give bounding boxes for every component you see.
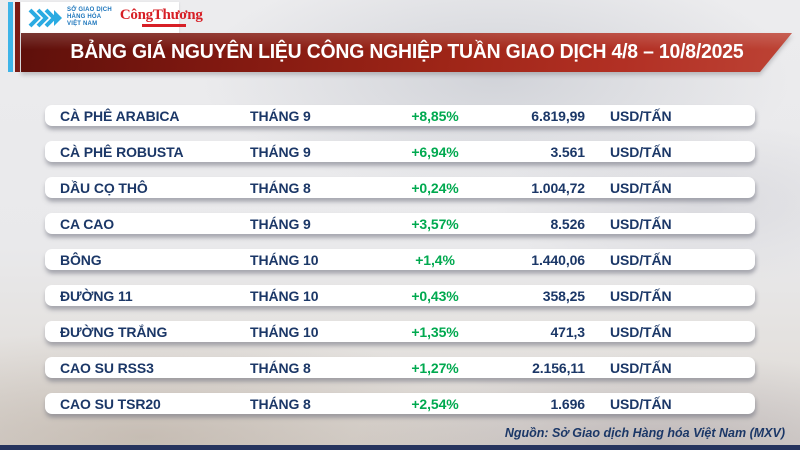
left-maroon-stripe [15,2,20,72]
brand-logo-box: SỞ GIAO DỊCH HÀNG HÓA VIỆT NAM CôngThươn… [21,2,203,33]
contract-month-cell: THÁNG 10 [250,287,319,304]
table-row: CA CAO THÁNG 9 +3,57% 8.526 USD/TẤN [45,213,755,234]
commodity-name-cell: ĐƯỜNG 11 [60,287,133,304]
mxv-logo-line2: HÀNG HÓA [67,14,102,20]
left-cyan-stripe [8,2,13,72]
weekly-change-cell: +8,85% [411,107,459,124]
table-row: CAO SU TSR20 THÁNG 8 +2,54% 1.696 USD/TẤ… [45,393,755,414]
mxv-logo-line1: SỞ GIAO DỊCH [67,7,112,13]
unit-cell: USD/TẤN [610,395,672,412]
contract-month-cell: THÁNG 8 [250,179,311,196]
price-cell: 6.819,99 [531,107,585,124]
commodity-name-cell: DẦU CỌ THÔ [60,179,148,196]
weekly-change-cell: +2,54% [411,395,459,412]
table-row: ĐƯỜNG TRẮNG THÁNG 10 +1,35% 471,3 USD/TẤ… [45,321,755,342]
bottom-navy-bar [0,445,800,450]
contract-month-cell: THÁNG 10 [250,251,319,268]
congthuong-logo-text: CôngThương [119,7,203,23]
commodity-name-cell: CÀ PHÊ ARABICA [60,107,180,124]
price-cell: 1.004,72 [531,179,585,196]
table-row: ĐƯỜNG 11 THÁNG 10 +0,43% 358,25 USD/TẤN [45,285,755,306]
mxv-logo-icon [28,8,62,27]
commodity-name-cell: CAO SU TSR20 [60,395,161,412]
price-table: CÀ PHÊ ARABICA THÁNG 9 +8,85% 6.819,99 U… [45,105,755,429]
weekly-change-cell: +3,57% [411,215,459,232]
weekly-change-cell: +6,94% [411,143,459,160]
unit-cell: USD/TẤN [610,107,672,124]
weekly-change-cell: +0,43% [411,287,459,304]
contract-month-cell: THÁNG 9 [250,143,311,160]
commodity-name-cell: BÔNG [60,251,102,268]
contract-month-cell: THÁNG 10 [250,323,319,340]
weekly-change-cell: +0,24% [411,179,459,196]
unit-cell: USD/TẤN [610,179,672,196]
weekly-change-cell: +1,35% [411,323,459,340]
commodity-name-cell: CAO SU RSS3 [60,359,154,376]
unit-cell: USD/TẤN [610,143,672,160]
price-cell: 1.440,06 [531,251,585,268]
price-cell: 471,3 [550,323,585,340]
unit-cell: USD/TẤN [610,215,672,232]
contract-month-cell: THÁNG 8 [250,359,311,376]
mxv-logo-text: SỞ GIAO DỊCH HÀNG HÓA VIỆT NAM [67,7,112,28]
contract-month-cell: THÁNG 8 [250,395,311,412]
price-cell: 2.156,11 [532,359,585,376]
price-cell: 1.696 [550,395,585,412]
contract-month-cell: THÁNG 9 [250,107,311,124]
mxv-logo-line3: VIỆT NAM [67,21,98,27]
title-banner-ribbon: BẢNG GIÁ NGUYÊN LIỆU CÔNG NGHIỆP TUẦN GI… [21,33,792,72]
price-cell: 3.561 [550,143,585,160]
table-row: BÔNG THÁNG 10 +1,4% 1.440,06 USD/TẤN [45,249,755,270]
price-cell: 358,25 [542,287,585,304]
weekly-change-cell: +1,27% [411,359,459,376]
table-row: CÀ PHÊ ROBUSTA THÁNG 9 +6,94% 3.561 USD/… [45,141,755,162]
table-row: CÀ PHÊ ARABICA THÁNG 9 +8,85% 6.819,99 U… [45,105,755,126]
unit-cell: USD/TẤN [610,287,672,304]
weekly-change-cell: +1,4% [415,251,455,268]
commodity-name-cell: CA CAO [60,215,115,232]
page-title: BẢNG GIÁ NGUYÊN LIỆU CÔNG NGHIỆP TUẦN GI… [69,41,744,63]
commodity-name-cell: CÀ PHÊ ROBUSTA [60,143,184,160]
table-row: CAO SU RSS3 THÁNG 8 +1,27% 2.156,11 USD/… [45,357,755,378]
congthuong-logo: CôngThương [120,8,203,27]
unit-cell: USD/TẤN [610,359,672,376]
source-note: Nguồn: Sở Giao dịch Hàng hóa Việt Nam (M… [504,426,785,440]
unit-cell: USD/TẤN [610,323,672,340]
commodity-name-cell: ĐƯỜNG TRẮNG [60,323,168,340]
contract-month-cell: THÁNG 9 [250,215,311,232]
congthuong-logo-underline [141,24,186,27]
table-row: DẦU CỌ THÔ THÁNG 8 +0,24% 1.004,72 USD/T… [45,177,755,198]
mxv-logo-arrow-tip [54,9,62,26]
unit-cell: USD/TẤN [610,251,672,268]
title-banner: BẢNG GIÁ NGUYÊN LIỆU CÔNG NGHIỆP TUẦN GI… [21,33,792,72]
price-cell: 8.526 [550,215,585,232]
